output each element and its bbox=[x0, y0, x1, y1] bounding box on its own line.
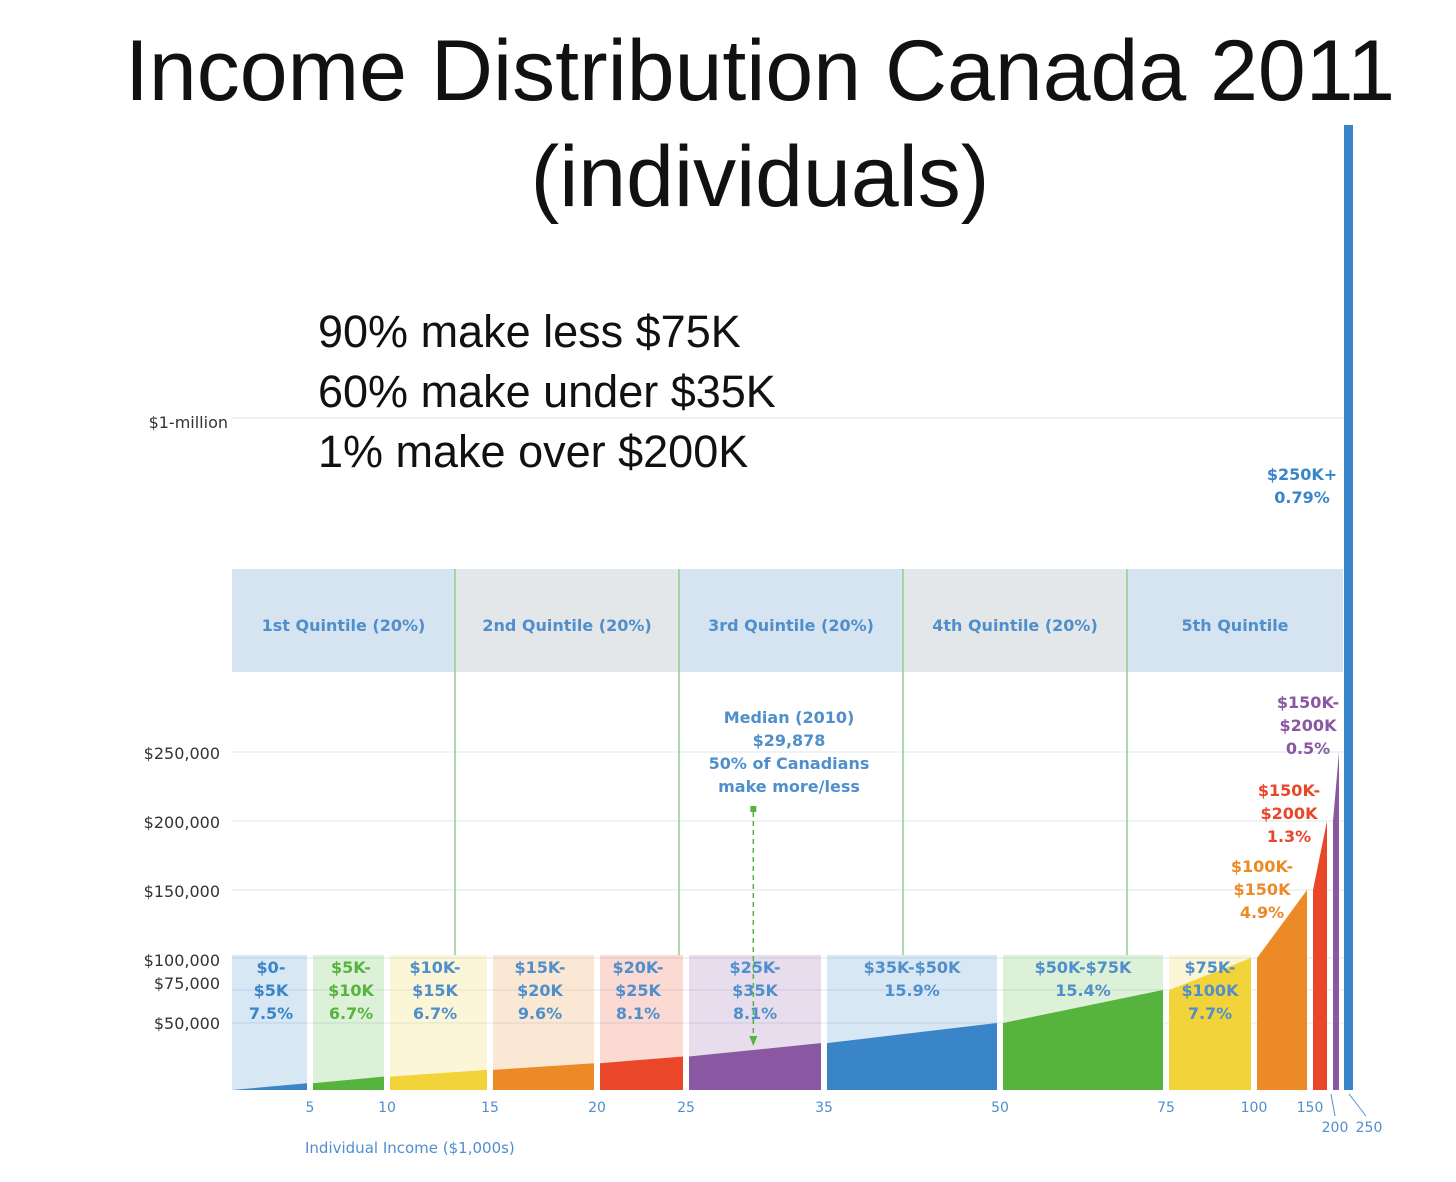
bin-range-label: $150K-$200K bbox=[1277, 693, 1339, 735]
bin-background bbox=[390, 955, 487, 1090]
quintile-label: 5th Quintile bbox=[1181, 616, 1288, 635]
bin-percent-label: 0.79% bbox=[1274, 488, 1330, 507]
bin-percent-label: 15.9% bbox=[884, 981, 940, 1000]
bin-range-label: $50K-$75K bbox=[1035, 958, 1132, 977]
median-annotation-line: $29,878 bbox=[753, 731, 826, 750]
chart-title-line-1: Income Distribution Canada 2011 bbox=[124, 23, 1396, 119]
bin-range-label: $100K-$150K bbox=[1231, 857, 1293, 899]
bin-area bbox=[600, 1056, 683, 1090]
quintile-label: 3rd Quintile (20%) bbox=[708, 616, 874, 635]
median-arrow-head bbox=[749, 1036, 758, 1046]
bin-range-label: $15K-$20K bbox=[514, 958, 565, 1000]
median-annotation-line: make more/less bbox=[718, 777, 860, 796]
bin-range-label: $20K-$25K bbox=[612, 958, 663, 1000]
x-tick-label: 35 bbox=[815, 1100, 833, 1116]
bin-background bbox=[313, 955, 384, 1090]
summary-note: 90% make less $75K bbox=[318, 306, 741, 357]
bin-percent-label: 4.9% bbox=[1240, 903, 1284, 922]
quintile-band bbox=[232, 569, 455, 672]
bin-area bbox=[1003, 990, 1163, 1090]
quintile-band bbox=[903, 569, 1127, 672]
x-tick-label: 15 bbox=[481, 1100, 499, 1116]
bin-percent-label: 8.1% bbox=[733, 1004, 777, 1023]
quintile-band bbox=[1127, 569, 1343, 672]
bin-range-label: $10K-$15K bbox=[409, 958, 460, 1000]
bin-percent-label: 9.6% bbox=[518, 1004, 562, 1023]
y-tick-label: $75,000 bbox=[154, 974, 220, 993]
x-tick-label: 100 bbox=[1241, 1100, 1268, 1116]
y-tick-label: $200,000 bbox=[144, 813, 220, 832]
bin-percent-label: 6.7% bbox=[413, 1004, 457, 1023]
summary-note: 1% make over $200K bbox=[318, 426, 749, 477]
median-annotation-line: 50% of Canadians bbox=[709, 754, 870, 773]
y-tick-label: $50,000 bbox=[154, 1014, 220, 1033]
chart-title-line-2: (individuals) bbox=[530, 129, 990, 225]
quintile-label: 1st Quintile (20%) bbox=[262, 616, 426, 635]
bin-background bbox=[232, 955, 307, 1090]
bin-range-label: $5K-$10K bbox=[328, 958, 374, 1000]
bin-percent-label: 7.7% bbox=[1188, 1004, 1232, 1023]
bin-area bbox=[689, 1043, 821, 1090]
bin-range-label: $75K-$100K bbox=[1182, 958, 1240, 1000]
x-tick-label: 250 bbox=[1356, 1120, 1383, 1136]
y-tick-label: $1-million bbox=[149, 413, 228, 432]
bin-percent-label: 8.1% bbox=[616, 1004, 660, 1023]
bin-percent-label: 1.3% bbox=[1267, 827, 1311, 846]
x-tick-label: 20 bbox=[588, 1100, 606, 1116]
x-tick-label: 200 bbox=[1322, 1120, 1349, 1136]
bin-area bbox=[827, 1023, 997, 1090]
x-tick-label: 5 bbox=[306, 1100, 315, 1116]
x-tick-leader bbox=[1348, 1093, 1367, 1117]
chart-title: Income Distribution Canada 2011 (individ… bbox=[60, 18, 1456, 230]
bin-percent-label: 0.5% bbox=[1286, 739, 1330, 758]
bin-range-label: $35K-$50K bbox=[864, 958, 961, 977]
bin-area bbox=[493, 1063, 594, 1090]
bin-area bbox=[1344, 125, 1353, 1090]
x-tick-leader bbox=[1330, 1093, 1336, 1117]
quintile-band bbox=[679, 569, 903, 672]
bin-area bbox=[313, 1076, 384, 1090]
bin-area bbox=[1257, 890, 1307, 1090]
x-tick-label: 25 bbox=[677, 1100, 695, 1116]
bin-area bbox=[1169, 958, 1251, 1090]
x-tick-label: 75 bbox=[1157, 1100, 1175, 1116]
bin-percent-label: 7.5% bbox=[249, 1004, 293, 1023]
bin-percent-label: 6.7% bbox=[329, 1004, 373, 1023]
bin-range-label: $0-$5K bbox=[254, 958, 289, 1000]
bin-range-label: $150K-$200K bbox=[1258, 781, 1320, 823]
quintile-band bbox=[455, 569, 679, 672]
bin-percent-label: 15.4% bbox=[1055, 981, 1111, 1000]
bin-range-label: $250K+ bbox=[1267, 465, 1337, 484]
summary-note: 60% make under $35K bbox=[318, 366, 776, 417]
summary-notes: 90% make less $75K 60% make under $35K 1… bbox=[318, 302, 776, 482]
x-tick-label: 50 bbox=[991, 1100, 1009, 1116]
x-tick-label: 150 bbox=[1297, 1100, 1324, 1116]
quintile-label: 4th Quintile (20%) bbox=[932, 616, 1098, 635]
y-tick-label: $150,000 bbox=[144, 882, 220, 901]
median-annotation-line: Median (2010) bbox=[724, 708, 855, 727]
y-tick-label: $250,000 bbox=[144, 744, 220, 763]
x-tick-label: 10 bbox=[378, 1100, 396, 1116]
bin-range-label: $25K-$35K bbox=[729, 958, 780, 1000]
bin-area bbox=[390, 1069, 487, 1090]
x-axis-label: Individual Income ($1,000s) bbox=[305, 1139, 515, 1157]
median-marker bbox=[750, 806, 757, 812]
bin-area bbox=[1313, 821, 1327, 1090]
bin-area bbox=[232, 1083, 307, 1090]
y-tick-label: $100,000 bbox=[144, 951, 220, 970]
bin-area bbox=[1333, 752, 1339, 1090]
quintile-label: 2nd Quintile (20%) bbox=[482, 616, 651, 635]
